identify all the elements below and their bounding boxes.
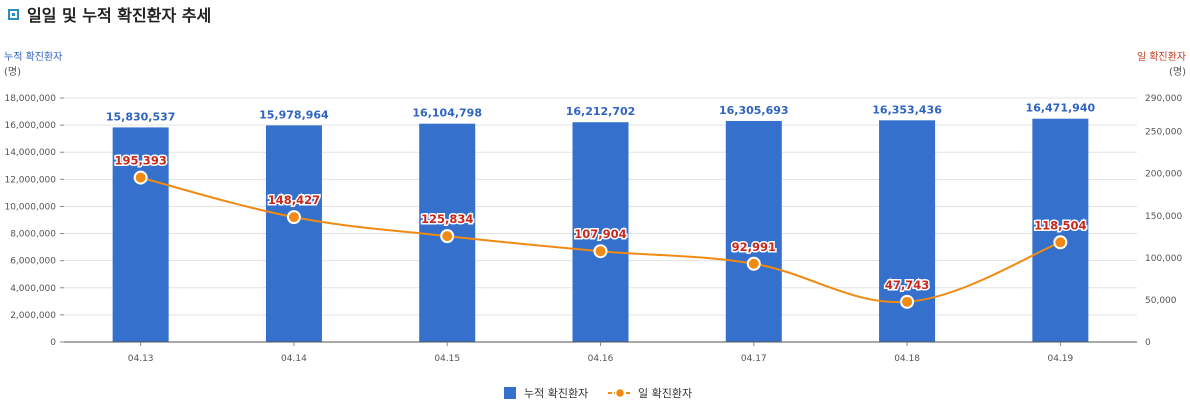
y-right-tick-label: 290,000 — [1145, 94, 1182, 104]
y-right-tick-label: 100,000 — [1145, 254, 1182, 264]
x-tick-label: 04.15 — [434, 354, 460, 364]
line-point — [1053, 235, 1068, 250]
x-tick-label: 04.19 — [1047, 354, 1073, 364]
y-left-tick-label: 16,000,000 — [4, 121, 56, 131]
y-left-tick-label: 8,000,000 — [10, 230, 56, 240]
y-left-tick-label: 0 — [50, 338, 56, 348]
bar-data-labels: 15,830,537 15,978,964 16,104,798 16,212,702… — [106, 102, 1096, 124]
chart-title-wrap: 일일 및 누적 확진환자 추세 — [8, 4, 212, 25]
x-tick-label: 04.13 — [128, 354, 154, 364]
y-left-axis-title: 누적 확진환자 — [4, 51, 62, 63]
line-series — [133, 170, 1068, 309]
line-data-labels: 195,393 148,427 125,834 107,904 92,991 47,743… — [113, 152, 1088, 293]
x-tick-label: 04.16 — [588, 354, 614, 364]
bar-data-label: 16,305,693 — [719, 104, 789, 117]
axes: 0 2,000,000 4,000,000 6,000,000 8,000,000 10,… — [4, 51, 1186, 364]
bar — [265, 125, 322, 342]
legend-label-line: 일 확진환자 — [638, 386, 692, 400]
bar-data-label: 15,978,964 — [259, 108, 329, 121]
legend: 누적 확진환자 일 확진환자 — [504, 386, 692, 400]
x-tick-label: 04.18 — [894, 354, 920, 364]
line-point — [286, 210, 301, 225]
square-bullet-icon — [8, 8, 19, 20]
bar-data-label: 16,104,798 — [412, 107, 482, 120]
line-point — [746, 256, 761, 271]
line-point — [900, 294, 915, 309]
y-left-tick-label: 2,000,000 — [10, 311, 56, 321]
y-right-tick-label: 250,000 — [1145, 128, 1182, 138]
bar — [725, 120, 782, 342]
legend-swatch-bar — [504, 387, 516, 399]
line-data-label: 92,991 — [732, 240, 776, 254]
line-data-label: 118,504 — [1034, 218, 1086, 232]
y-left-tick-label: 10,000,000 — [4, 202, 56, 212]
bar — [112, 127, 169, 342]
line-point — [593, 244, 608, 259]
y-left-tick-label: 12,000,000 — [4, 175, 56, 185]
legend-label-bar: 누적 확진환자 — [524, 387, 588, 400]
bar — [572, 122, 629, 342]
y-left-tick-label: 6,000,000 — [10, 257, 56, 267]
line-point — [133, 170, 148, 185]
line-data-label: 47,743 — [885, 278, 929, 292]
x-tick-label: 04.17 — [741, 354, 767, 364]
bar-data-label: 16,471,940 — [1026, 102, 1096, 115]
page-title: 일일 및 누적 확진환자 추세 — [27, 6, 212, 25]
bar-data-label: 15,830,537 — [106, 110, 176, 123]
y-right-axis-unit: (명) — [1169, 66, 1186, 78]
bar-data-label: 16,353,436 — [872, 103, 942, 116]
line-data-label: 148,427 — [268, 193, 320, 207]
y-left-axis-unit: (명) — [4, 66, 21, 78]
y-left-tick-label: 18,000,000 — [4, 94, 56, 104]
line-data-label: 195,393 — [114, 154, 166, 168]
legend-line-marker — [614, 387, 626, 399]
line-data-label: 107,904 — [574, 227, 626, 241]
x-tick-label: 04.14 — [281, 354, 307, 364]
y-right-tick-label: 50,000 — [1145, 296, 1177, 306]
line-point — [440, 229, 455, 244]
bar — [1032, 118, 1089, 342]
y-left-tick-label: 4,000,000 — [10, 284, 56, 294]
y-right-tick-label: 200,000 — [1145, 170, 1182, 180]
y-right-tick-label: 0 — [1145, 338, 1151, 348]
bar-series — [112, 118, 1089, 342]
bar-data-label: 16,212,702 — [566, 105, 636, 118]
y-right-tick-label: 150,000 — [1145, 212, 1182, 222]
y-left-tick-label: 14,000,000 — [4, 148, 56, 158]
line-data-label: 125,834 — [421, 212, 473, 226]
y-right-axis-title: 일 확진환자 — [1137, 51, 1186, 63]
